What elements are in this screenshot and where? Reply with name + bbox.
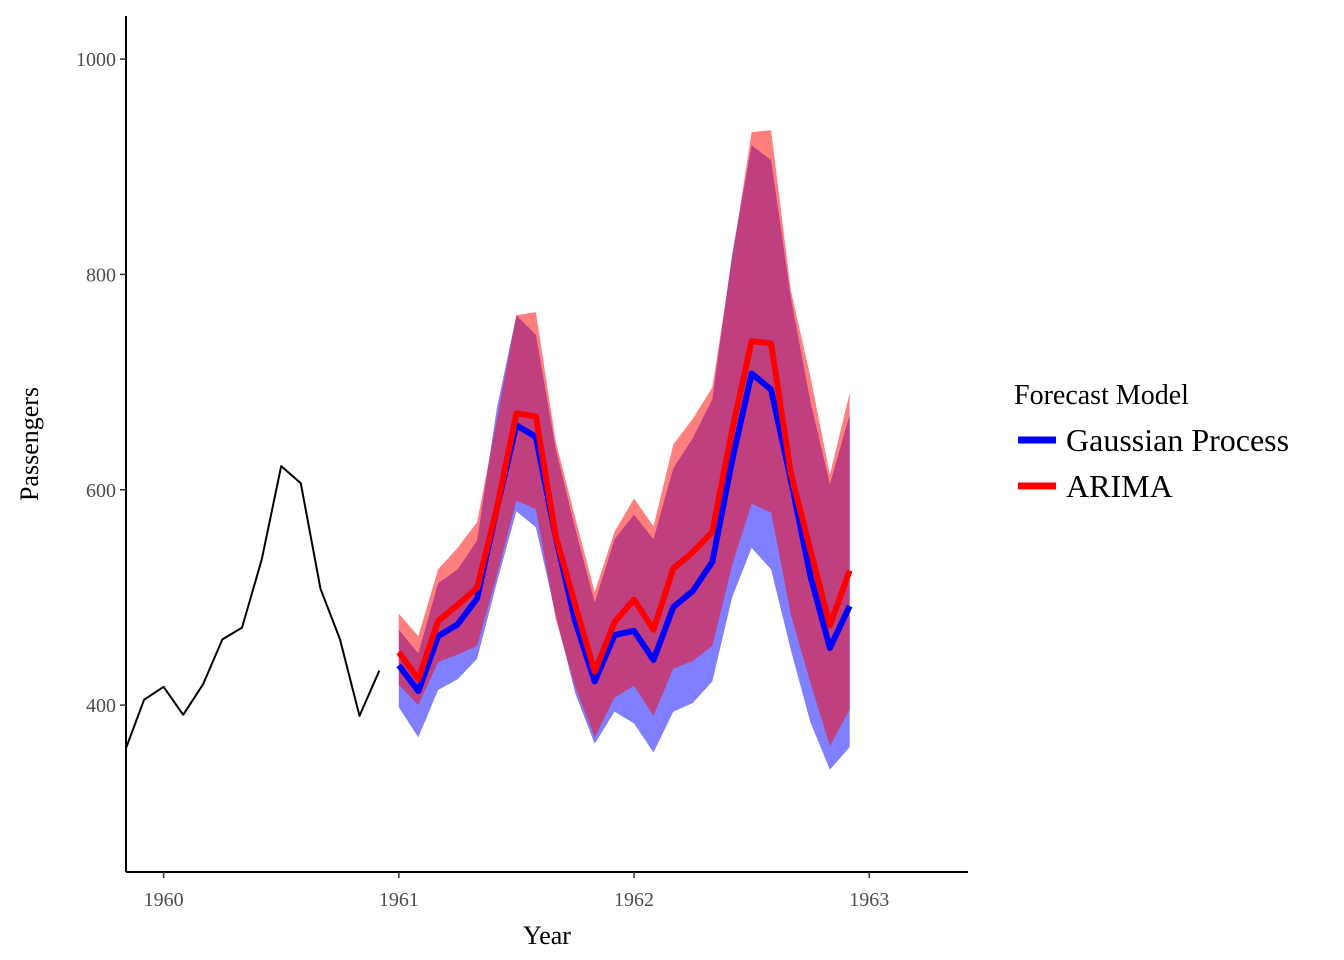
history-line (125, 465, 381, 749)
series-lines (125, 338, 853, 749)
x-tick-label: 1962 (614, 889, 654, 911)
y-axis-title: Passengers (15, 387, 44, 501)
legend-label-gaussian-process: Gaussian Process (1066, 422, 1289, 458)
y-tick-label: 800 (86, 264, 116, 286)
legend-label-arima: ARIMA (1066, 468, 1173, 504)
tick-marks: 400 600 800 1000 1960 1961 1962 1963 (76, 49, 889, 911)
confidence-bands (398, 130, 850, 770)
y-tick-label: 400 (86, 695, 116, 717)
line-gaussian-process (396, 370, 853, 695)
y-tick-label: 600 (86, 480, 116, 502)
x-tick-label: 1961 (379, 889, 419, 911)
line-arima (396, 338, 853, 683)
x-tick-label: 1963 (849, 889, 889, 911)
axes (125, 16, 968, 873)
x-axis-title: Year (523, 921, 571, 950)
legend-title: Forecast Model (1014, 380, 1189, 411)
y-tick-label: 1000 (76, 49, 116, 71)
band-arima (398, 130, 850, 747)
x-tick-label: 1960 (144, 889, 184, 911)
legend: Forecast Model Gaussian Process ARIMA (1014, 380, 1289, 504)
